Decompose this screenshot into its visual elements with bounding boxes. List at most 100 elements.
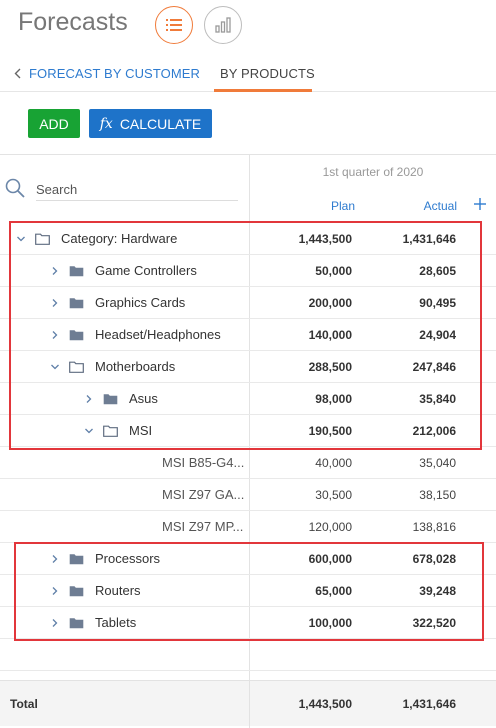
row-name: Game Controllers bbox=[95, 263, 197, 278]
tab-bar: FORECAST BY CUSTOMER BY PRODUCTS bbox=[0, 58, 496, 92]
actual-value: 38,150 bbox=[419, 488, 456, 502]
expand-toggle[interactable] bbox=[84, 383, 94, 415]
folder-icon-wrap bbox=[69, 287, 84, 319]
expand-toggle[interactable] bbox=[50, 543, 60, 575]
table-row[interactable]: MSI Z97 GA... 30,500 38,150 bbox=[0, 479, 496, 511]
actual-value: 247,846 bbox=[412, 360, 456, 374]
search-icon bbox=[5, 178, 25, 198]
tab-label: BY PRODUCTS bbox=[220, 66, 315, 81]
empty-row bbox=[0, 639, 496, 671]
plan-value: 1,443,500 bbox=[298, 232, 352, 246]
chart-view-button[interactable] bbox=[204, 6, 242, 44]
chevron-right-icon[interactable] bbox=[50, 618, 60, 628]
table-row[interactable]: Asus 98,000 35,840 bbox=[0, 383, 496, 415]
actual-value: 138,816 bbox=[412, 520, 456, 534]
table-row[interactable]: Category: Hardware 1,443,500 1,431,646 bbox=[0, 223, 496, 255]
tab-by-products[interactable]: BY PRODUCTS bbox=[220, 66, 315, 81]
row-name: MSI Z97 MP... bbox=[162, 519, 244, 534]
actual-value: 678,028 bbox=[412, 552, 456, 566]
chevron-right-icon[interactable] bbox=[50, 266, 60, 276]
plan-value: 288,500 bbox=[308, 360, 352, 374]
plan-value: 40,000 bbox=[315, 456, 352, 470]
chevron-right-icon[interactable] bbox=[50, 554, 60, 564]
expand-toggle[interactable] bbox=[50, 607, 60, 639]
table-row[interactable]: Processors 600,000 678,028 bbox=[0, 543, 496, 575]
total-row: Total 1,443,500 1,431,646 bbox=[0, 680, 496, 727]
add-column-icon[interactable] bbox=[473, 197, 487, 211]
total-plan-value: 1,443,500 bbox=[298, 697, 352, 711]
chevron-down-icon[interactable] bbox=[50, 362, 60, 372]
expand-toggle[interactable] bbox=[50, 255, 60, 287]
expand-toggle[interactable] bbox=[16, 223, 26, 255]
folder-icon bbox=[69, 266, 84, 277]
expand-toggle[interactable] bbox=[84, 415, 94, 447]
chevron-left-icon bbox=[14, 68, 21, 79]
folder-icon bbox=[69, 554, 84, 565]
list-view-button[interactable] bbox=[155, 6, 193, 44]
table-row[interactable]: Routers 65,000 39,248 bbox=[0, 575, 496, 607]
actual-value: 1,431,646 bbox=[402, 232, 456, 246]
period-label: 1st quarter of 2020 bbox=[322, 165, 424, 179]
chevron-down-icon[interactable] bbox=[16, 234, 26, 244]
table-row[interactable]: Headset/Headphones 140,000 24,904 bbox=[0, 319, 496, 351]
actual-column-header[interactable]: Actual bbox=[423, 199, 457, 213]
row-name: Processors bbox=[95, 551, 161, 566]
table-row[interactable]: MSI Z97 MP... 120,000 138,816 bbox=[0, 511, 496, 543]
actual-value: 28,605 bbox=[419, 264, 456, 278]
table-row[interactable]: Game Controllers 50,000 28,605 bbox=[0, 255, 496, 287]
folder-open-icon bbox=[35, 233, 50, 245]
forecast-grid: 1st quarter of 2020 Plan Actual Category… bbox=[0, 154, 496, 728]
chevron-down-icon[interactable] bbox=[84, 426, 94, 436]
chevron-right-icon[interactable] bbox=[84, 394, 94, 404]
folder-icon-wrap bbox=[69, 319, 84, 351]
folder-icon-wrap bbox=[103, 415, 118, 447]
folder-icon-wrap bbox=[69, 575, 84, 607]
chevron-right-icon[interactable] bbox=[50, 586, 60, 596]
calculate-button[interactable]: fx CALCULATE bbox=[89, 109, 212, 138]
actual-value: 322,520 bbox=[412, 616, 456, 630]
row-name: MSI Z97 GA... bbox=[162, 487, 245, 502]
chevron-right-icon[interactable] bbox=[50, 330, 60, 340]
total-label: Total bbox=[10, 697, 38, 711]
plan-column-header[interactable]: Plan bbox=[330, 199, 355, 213]
bar-chart-icon bbox=[215, 17, 231, 33]
plan-value: 100,000 bbox=[308, 616, 352, 630]
function-icon: fx bbox=[99, 115, 113, 132]
expand-toggle[interactable] bbox=[50, 575, 60, 607]
folder-icon bbox=[103, 394, 118, 405]
folder-icon bbox=[69, 298, 84, 309]
tab-forecast-by-customer[interactable]: FORECAST BY CUSTOMER bbox=[14, 66, 200, 81]
plan-value: 120,000 bbox=[308, 520, 352, 534]
folder-icon bbox=[69, 586, 84, 597]
row-name: Motherboards bbox=[95, 359, 176, 374]
row-name: Routers bbox=[95, 583, 141, 598]
table-row[interactable]: MSI 190,500 212,006 bbox=[0, 415, 496, 447]
table-row[interactable]: Graphics Cards 200,000 90,495 bbox=[0, 287, 496, 319]
table-row[interactable]: MSI B85-G4... 40,000 35,040 bbox=[0, 447, 496, 479]
column-divider bbox=[249, 155, 250, 728]
folder-icon-wrap bbox=[35, 223, 50, 255]
plan-value: 190,500 bbox=[308, 424, 352, 438]
row-name: MSI bbox=[129, 423, 153, 438]
expand-toggle[interactable] bbox=[50, 319, 60, 351]
column-divider bbox=[249, 681, 250, 727]
folder-icon-wrap bbox=[103, 383, 118, 415]
folder-open-icon bbox=[103, 425, 118, 437]
page-header: Forecasts bbox=[0, 0, 496, 50]
plan-value: 140,000 bbox=[308, 328, 352, 342]
expand-toggle[interactable] bbox=[50, 351, 60, 383]
row-name: MSI B85-G4... bbox=[162, 455, 245, 470]
actual-value: 35,040 bbox=[419, 456, 456, 470]
folder-icon-wrap bbox=[69, 543, 84, 575]
folder-icon-wrap bbox=[69, 607, 84, 639]
table-row[interactable]: Motherboards 288,500 247,846 bbox=[0, 351, 496, 383]
chevron-right-icon[interactable] bbox=[50, 298, 60, 308]
search-input[interactable] bbox=[36, 179, 238, 201]
actual-value: 212,006 bbox=[412, 424, 456, 438]
table-row[interactable]: Tablets 100,000 322,520 bbox=[0, 607, 496, 639]
add-button[interactable]: ADD bbox=[28, 109, 80, 138]
row-name: Tablets bbox=[95, 615, 137, 630]
calculate-label: CALCULATE bbox=[119, 115, 202, 132]
folder-icon bbox=[69, 618, 84, 629]
expand-toggle[interactable] bbox=[50, 287, 60, 319]
